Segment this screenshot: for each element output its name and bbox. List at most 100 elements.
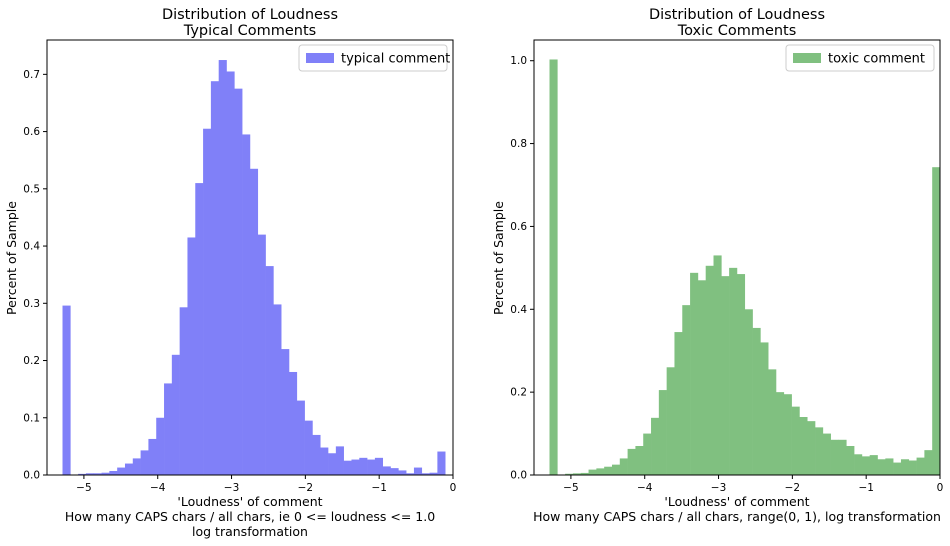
histogram-bar [815, 427, 824, 475]
histogram-bar [335, 446, 344, 475]
y-axis-label: Percent of Sample [4, 201, 19, 315]
x-tick-label: −3 [224, 482, 239, 494]
x-tick-label: −3 [711, 482, 726, 494]
histogram-bar [822, 433, 831, 475]
y-tick-label: 0.2 [510, 387, 527, 399]
histogram-bar [62, 305, 71, 475]
histogram-bar [658, 390, 667, 475]
histogram-bar [281, 349, 290, 475]
histogram-bar [226, 71, 235, 475]
histogram-bar [421, 473, 430, 475]
histogram-bar [179, 307, 188, 475]
y-tick-label: 1.0 [510, 55, 527, 67]
histogram-bar [413, 467, 423, 475]
histogram-bar [265, 266, 274, 475]
axes-frame [46, 39, 454, 476]
histogram-bar [846, 446, 855, 475]
histogram-bar [713, 255, 722, 475]
x-tick-label: −4 [150, 482, 166, 494]
plot-area: −5 −4 −3 −2 −1 0 0.0 0.1 0.2 0.3 0.4 0.5 0.6 0.7 typic… [23, 39, 456, 494]
y-ticks: 0.0 0.2 0.4 0.6 0.8 1.0 [510, 55, 534, 482]
histogram-bar [588, 469, 597, 475]
histogram-bar [619, 458, 628, 475]
histogram-bar [572, 473, 582, 475]
histogram-bar [343, 460, 352, 475]
histogram-bar [195, 183, 204, 475]
x-tick-label: −2 [785, 482, 800, 494]
histogram-bar [791, 406, 800, 475]
histogram-bar [382, 466, 391, 475]
chart-toxic-comments: Distribution of Loudness Toxic Comments … [491, 7, 943, 524]
y-tick-label: 0.5 [23, 183, 40, 195]
histogram-bar [328, 453, 337, 475]
histogram-bar [635, 446, 644, 475]
y-axis-label: Percent of Sample [491, 201, 506, 315]
histogram-bar [109, 470, 118, 475]
x-axis-label-line2: How many CAPS chars / all chars, range(0… [533, 509, 941, 524]
histogram-bar [437, 451, 446, 475]
histogram-bar [807, 421, 816, 475]
histogram-bar [690, 272, 699, 475]
histogram-bar [932, 167, 941, 475]
x-ticks: −5 −4 −3 −2 −1 0 [76, 475, 456, 494]
histogram-bar [187, 237, 196, 475]
legend-swatch [306, 53, 334, 63]
y-tick-label: 0.1 [23, 412, 40, 424]
histogram-bar [752, 327, 761, 475]
histogram-bar [288, 371, 298, 475]
x-axis-label-line3: log transformation [192, 524, 308, 539]
y-tick-label: 0.0 [510, 470, 527, 482]
histogram-bar [768, 369, 777, 475]
x-axis-label-line2: How many CAPS chars / all chars, ie 0 <=… [65, 509, 435, 524]
histogram-bar [877, 459, 886, 475]
histogram-bar [893, 462, 902, 475]
histogram-bar [682, 305, 691, 475]
chart-title-line2: Toxic Comments [677, 23, 797, 39]
histogram-bar [257, 234, 266, 475]
histogram-bar [304, 420, 313, 476]
histogram-bar [406, 473, 415, 475]
bars [549, 59, 941, 475]
histogram-bar [838, 439, 847, 475]
histogram-bar [210, 81, 219, 476]
histogram-bar [611, 464, 621, 475]
histogram-bar [429, 472, 438, 475]
histogram-bar [744, 309, 753, 475]
histogram-bar [390, 468, 399, 475]
histogram-bar [908, 460, 917, 475]
x-axis-label-line1: 'Loudness' of comment [664, 494, 809, 509]
histogram-bar [549, 59, 558, 475]
x-tick-label: −1 [371, 482, 386, 494]
histogram-bar [273, 304, 282, 475]
y-tick-label: 0.6 [510, 221, 527, 233]
histogram-bar [359, 457, 368, 475]
histogram-bar [164, 383, 173, 475]
histogram-bar [916, 457, 925, 475]
histogram-bar [783, 394, 792, 475]
histogram-bar [249, 168, 259, 475]
x-tick-label: 0 [937, 482, 944, 494]
y-tick-label: 0.8 [510, 138, 527, 150]
histogram-bar [351, 459, 360, 475]
histogram-bar [627, 448, 636, 475]
histogram-bar [643, 433, 652, 475]
histogram-bar [312, 434, 321, 475]
histogram-bar [729, 267, 738, 475]
histogram-bar [861, 456, 871, 475]
histogram-bar [117, 467, 126, 475]
histogram-bar [924, 450, 933, 475]
axes-frame [533, 39, 941, 476]
chart-title-line1: Distribution of Loudness [162, 7, 338, 23]
histogram-bar [854, 454, 863, 475]
y-tick-label: 0.4 [23, 241, 40, 253]
histogram-bar [398, 470, 407, 475]
histogram-bar [697, 280, 706, 475]
histogram-bar [234, 88, 243, 476]
histogram-bar [203, 128, 212, 475]
histogram-bar [736, 274, 746, 475]
y-tick-label: 0.4 [510, 304, 527, 316]
y-tick-label: 0.7 [23, 69, 40, 81]
histogram-bar [320, 447, 329, 475]
histogram-bar [367, 459, 376, 475]
